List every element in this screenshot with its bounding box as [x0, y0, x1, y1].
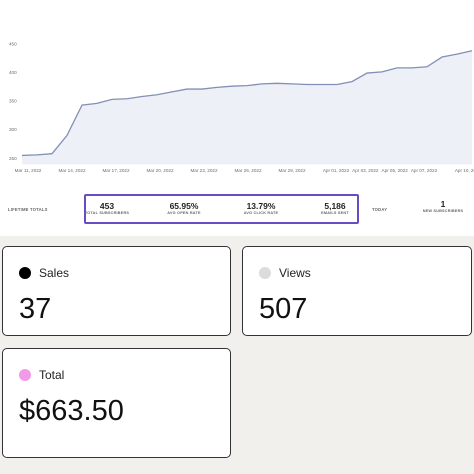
x-tick-label: Apr 10, 2022 — [455, 168, 474, 173]
lifetime-totals-label: LIFETIME TOTALS — [8, 207, 48, 212]
data-point — [156, 94, 158, 96]
x-tick-label: Mar 23, 2022 — [190, 168, 218, 173]
sales-card[interactable]: Sales 37 — [2, 246, 231, 336]
total-dot-icon — [19, 369, 31, 381]
data-point — [381, 71, 383, 73]
stat-value: 453 — [99, 201, 115, 211]
x-tick-label: Apr 03, 2022 — [352, 168, 379, 173]
data-point — [171, 91, 173, 93]
views-dot-icon — [259, 267, 271, 279]
data-point — [246, 85, 248, 87]
sales-card-value: 37 — [19, 293, 52, 325]
sales-card-label: Sales — [39, 266, 70, 280]
data-point — [21, 155, 23, 157]
y-tick-label: 250 — [9, 156, 17, 161]
stat-new-subscribers: 1 NEW SUBSCRIBERS — [420, 199, 466, 213]
totals-row: LIFETIME TOTALS 453 TOTAL SUBSCRIBERS 65… — [0, 194, 474, 226]
y-tick-label: 350 — [9, 99, 17, 104]
y-tick-label: 300 — [9, 127, 17, 132]
stat-emails-sent: 5,186 EMAILS SENT — [300, 201, 370, 215]
stat-label: TOTAL SUBSCRIBERS — [84, 211, 130, 215]
x-tick-label: Mar 11, 2022 — [15, 168, 42, 173]
stat-value: 1 — [440, 199, 446, 209]
x-tick-label: Apr 05, 2022 — [382, 168, 409, 173]
views-card-header: Views — [259, 263, 311, 283]
data-point — [66, 135, 68, 137]
data-point — [291, 83, 293, 85]
y-tick-label: 400 — [9, 70, 17, 75]
stat-avg-open-rate: 65.95% AVG OPEN RATE — [149, 201, 219, 215]
data-point — [96, 103, 98, 105]
total-card-label: Total — [39, 368, 65, 382]
data-point — [186, 88, 188, 90]
x-tick-label: Mar 20, 2022 — [146, 168, 174, 173]
x-tick-label: Mar 17, 2022 — [102, 168, 130, 173]
subscriber-growth-chart: 450 400 350 300 250 Mar 11, 2022 Mar 14, 2022… — [9, 41, 474, 173]
total-card-header: Total — [19, 365, 64, 385]
data-point — [216, 87, 218, 89]
stat-total-subscribers: 453 TOTAL SUBSCRIBERS — [72, 201, 142, 215]
stat-value: 65.95% — [169, 201, 199, 211]
metrics-cards-area: Sales 37 Views 507 Total $663.50 — [0, 236, 474, 474]
data-point — [456, 53, 458, 55]
x-tick-label: Mar 26, 2022 — [234, 168, 262, 173]
stat-label: EMAILS SENT — [321, 211, 349, 215]
data-point — [51, 153, 53, 155]
data-point — [366, 72, 368, 74]
stat-value: 5,186 — [324, 201, 346, 211]
data-point — [231, 85, 233, 87]
stat-label: AVG OPEN RATE — [167, 211, 201, 215]
data-point — [141, 96, 143, 98]
x-tick-label: Apr 01, 2022 — [323, 168, 350, 173]
stat-label: NEW SUBSCRIBERS — [422, 209, 464, 213]
x-tick-label: Mar 14, 2022 — [58, 168, 86, 173]
data-point — [411, 67, 413, 69]
data-point — [396, 67, 398, 69]
views-card-value: 507 — [259, 293, 308, 325]
total-card-value: $663.50 — [19, 395, 124, 427]
data-point — [426, 66, 428, 68]
views-card[interactable]: Views 507 — [242, 246, 472, 336]
x-tick-label: Apr 07, 2022 — [411, 168, 438, 173]
views-card-label: Views — [279, 266, 311, 280]
data-point — [276, 83, 278, 85]
stat-label: AVG CLICK RATE — [243, 211, 279, 215]
data-point — [321, 84, 323, 86]
chart-series-line — [21, 50, 473, 157]
subscriber-chart-panel: 450 400 350 300 250 Mar 11, 2022 Mar 14, 2022… — [0, 0, 474, 236]
data-point — [261, 83, 263, 85]
total-card[interactable]: Total $663.50 — [2, 348, 231, 458]
data-point — [201, 88, 203, 90]
sales-card-header: Sales — [19, 263, 69, 283]
lifetime-stats-highlight: 453 TOTAL SUBSCRIBERS 65.95% AVG OPEN RA… — [84, 194, 359, 224]
data-point — [471, 50, 473, 52]
stat-avg-click-rate: 13.79% AVG CLICK RATE — [226, 201, 296, 215]
data-point — [111, 99, 113, 101]
data-point — [306, 84, 308, 86]
data-point — [126, 98, 128, 100]
y-tick-label: 450 — [9, 41, 17, 46]
data-point — [336, 84, 338, 86]
data-point — [36, 154, 38, 156]
data-point — [441, 56, 443, 58]
data-point — [81, 104, 83, 106]
chart-area-fill — [22, 50, 472, 165]
x-tick-label: Mar 29, 2022 — [278, 168, 306, 173]
data-point — [351, 81, 353, 83]
today-label: TODAY — [372, 207, 388, 212]
stat-value: 13.79% — [246, 201, 276, 211]
sales-dot-icon — [19, 267, 31, 279]
